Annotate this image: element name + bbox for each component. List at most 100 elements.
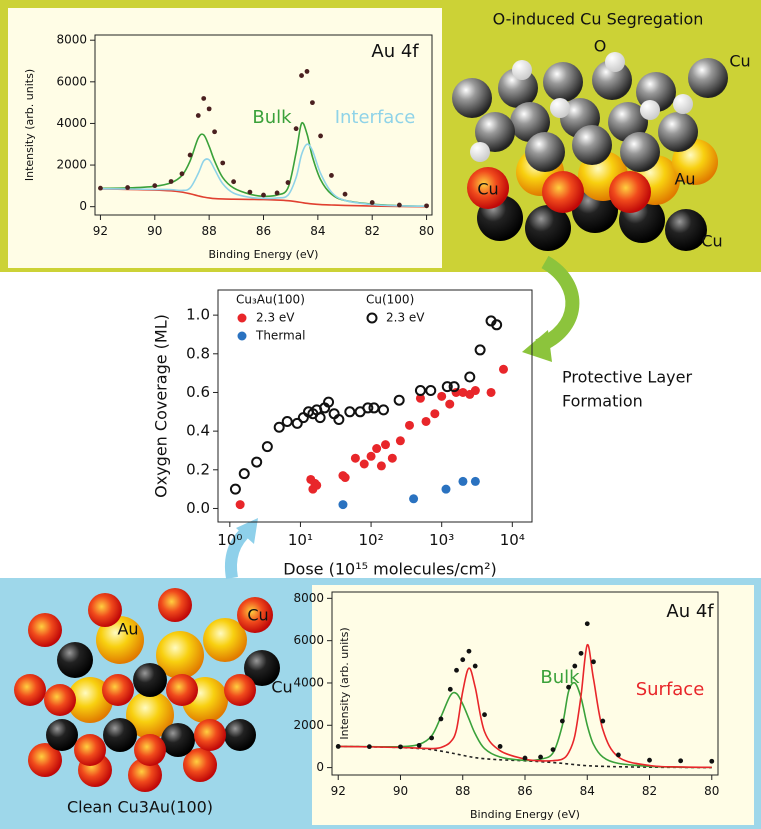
data-point [439,717,444,722]
legend-title: Cu₃Au(100) [236,293,305,307]
atom [620,132,660,172]
y-tick-label: 8000 [56,33,87,47]
data-point [377,461,386,470]
caption: Clean Cu3Au(100) [67,798,213,817]
atom [525,132,565,172]
data-point [616,753,621,758]
atom [44,684,76,716]
y-tick-label: 4000 [293,675,324,689]
atom [14,674,46,706]
atom-label: Cu [701,232,722,251]
data-point [388,454,397,463]
legend-label: Interface [335,107,416,128]
data-point [379,405,388,414]
x-axis-label: Dose (10¹⁵ molecules/cm²) [283,560,497,579]
atom-label: Cu [271,678,292,697]
y-axis-label: Oxygen Coverage (ML) [152,314,171,498]
data-point [422,417,431,426]
data-point [188,153,193,158]
plot-frame [218,290,532,522]
data-point [196,113,201,118]
data-point [275,423,284,432]
x-tick-label: 84 [580,784,595,798]
atom [543,62,583,102]
data-point [207,106,212,111]
y-tick-label: 2000 [293,718,324,732]
atom [688,58,728,98]
data-point [169,179,174,184]
arrow [538,262,572,346]
x-tick-label: 86 [517,784,532,798]
caption: Formation [562,392,643,411]
y-tick-label: 0.8 [186,344,210,362]
data-point [473,664,478,669]
data-point [248,190,253,195]
data-point [341,473,350,482]
atom [224,719,256,751]
data-point [460,657,465,662]
atom [57,642,93,678]
data-point [647,758,652,763]
x-tick-label: 10² [359,531,384,549]
data-point [454,668,459,673]
data-point [471,477,480,486]
data-point [538,755,543,760]
data-point [458,477,467,486]
data-point [585,621,590,626]
x-tick-label: 90 [393,784,408,798]
x-tick-label: 10³ [429,531,454,549]
data-point [316,413,325,422]
data-point [370,200,375,205]
data-point [236,500,245,509]
x-tick-label: 92 [93,224,108,238]
data-point [476,345,485,354]
arrow-head [522,330,552,362]
data-point [405,421,414,430]
atom [158,588,192,622]
data-point [372,444,381,453]
data-point [467,649,472,654]
data-point [125,185,130,190]
x-tick-label: 10¹ [288,531,313,549]
atom [224,674,256,706]
data-point [441,485,450,494]
atom-label: Au [674,170,695,189]
data-point [566,685,571,690]
illustration-title: O-induced Cu Segregation [493,10,704,29]
data-point [417,743,422,748]
legend-label: Bulk [540,667,580,688]
data-point [299,73,304,78]
data-point [600,719,605,724]
data-point [329,173,334,178]
atom [550,98,570,118]
data-point [572,664,577,669]
atom-label: O [594,37,607,56]
data-point [424,203,429,208]
data-point [98,186,103,191]
atom [609,171,651,213]
caption: Protective Layer [562,368,692,387]
x-tick-label: 92 [331,784,346,798]
data-point [437,392,446,401]
y-tick-label: 2000 [56,158,87,172]
data-point [231,179,236,184]
data-point [252,458,261,467]
x-tick-label: 82 [642,784,657,798]
data-point [471,386,480,395]
data-point [499,365,508,374]
atom [103,718,137,752]
atom [542,171,584,213]
data-point [312,481,321,490]
x-tick-label: 88 [202,224,217,238]
legend-label: 2.3 eV [256,311,295,325]
x-tick-label: 10⁴ [500,531,525,549]
data-point [180,171,185,176]
data-point [360,460,369,469]
data-point [482,712,487,717]
atom [572,125,612,165]
data-point [338,500,347,509]
legend-marker [238,332,247,341]
y-tick-label: 0.0 [186,499,210,517]
y-tick-label: 0.4 [186,422,210,440]
legend-label: Thermal [255,329,305,343]
